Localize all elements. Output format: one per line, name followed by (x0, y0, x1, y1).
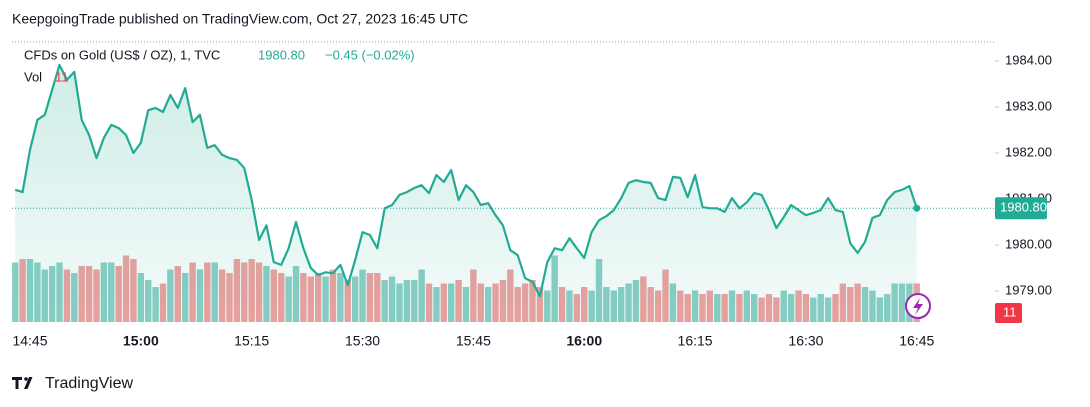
price-label-box (995, 197, 1047, 220)
x-tick-label: 15:00 (123, 333, 159, 349)
x-tick-label: 16:00 (566, 333, 602, 349)
x-tick-label: 14:45 (12, 333, 47, 349)
plot-area (12, 63, 921, 322)
legend-change: −0.45 (−0.02%) (325, 47, 415, 62)
price-label: 1980.80 (1000, 200, 1047, 215)
volume-label-box (995, 303, 1022, 323)
volume-label: 11 (1003, 304, 1017, 319)
footer-text: TradingView (45, 375, 133, 392)
volume-name: Vol (24, 69, 42, 84)
x-tick-label: 15:45 (456, 333, 491, 349)
y-tick-label: 1983.00 (1005, 98, 1052, 113)
x-tick-label: 16:45 (899, 333, 934, 349)
lightning-icon[interactable] (905, 293, 931, 319)
x-axis: 14:45 15:00 15:15 15:30 15:45 16:00 16:15 16:30… (12, 333, 934, 349)
x-tick-label: 15:30 (345, 333, 380, 349)
y-tick-label: 1984.00 (1005, 52, 1052, 67)
header: KeepgoingTrade published on TradingView.… (12, 11, 468, 27)
x-tick-label: 16:30 (788, 333, 823, 349)
price-line (14, 63, 918, 298)
legend-volume: 11 (55, 69, 69, 84)
footer: TradingView (12, 375, 133, 392)
last-point (913, 204, 921, 212)
y-tick-label: 1980.00 (1005, 237, 1052, 252)
y-tick-label: 1979.00 (1005, 283, 1052, 298)
x-tick-label: 15:15 (234, 333, 269, 349)
symbol: CFDs on Gold (US$ / OZ), 1, TVC (24, 47, 220, 62)
x-tick-label: 16:15 (678, 333, 713, 349)
y-tick-label: 1982.00 (1005, 144, 1052, 159)
legend: CFDs on Gold (US$ / OZ), 1, TVC 1980.80 … (24, 47, 415, 84)
legend-price: 1980.80 (258, 47, 305, 62)
area-fill (15, 65, 917, 322)
